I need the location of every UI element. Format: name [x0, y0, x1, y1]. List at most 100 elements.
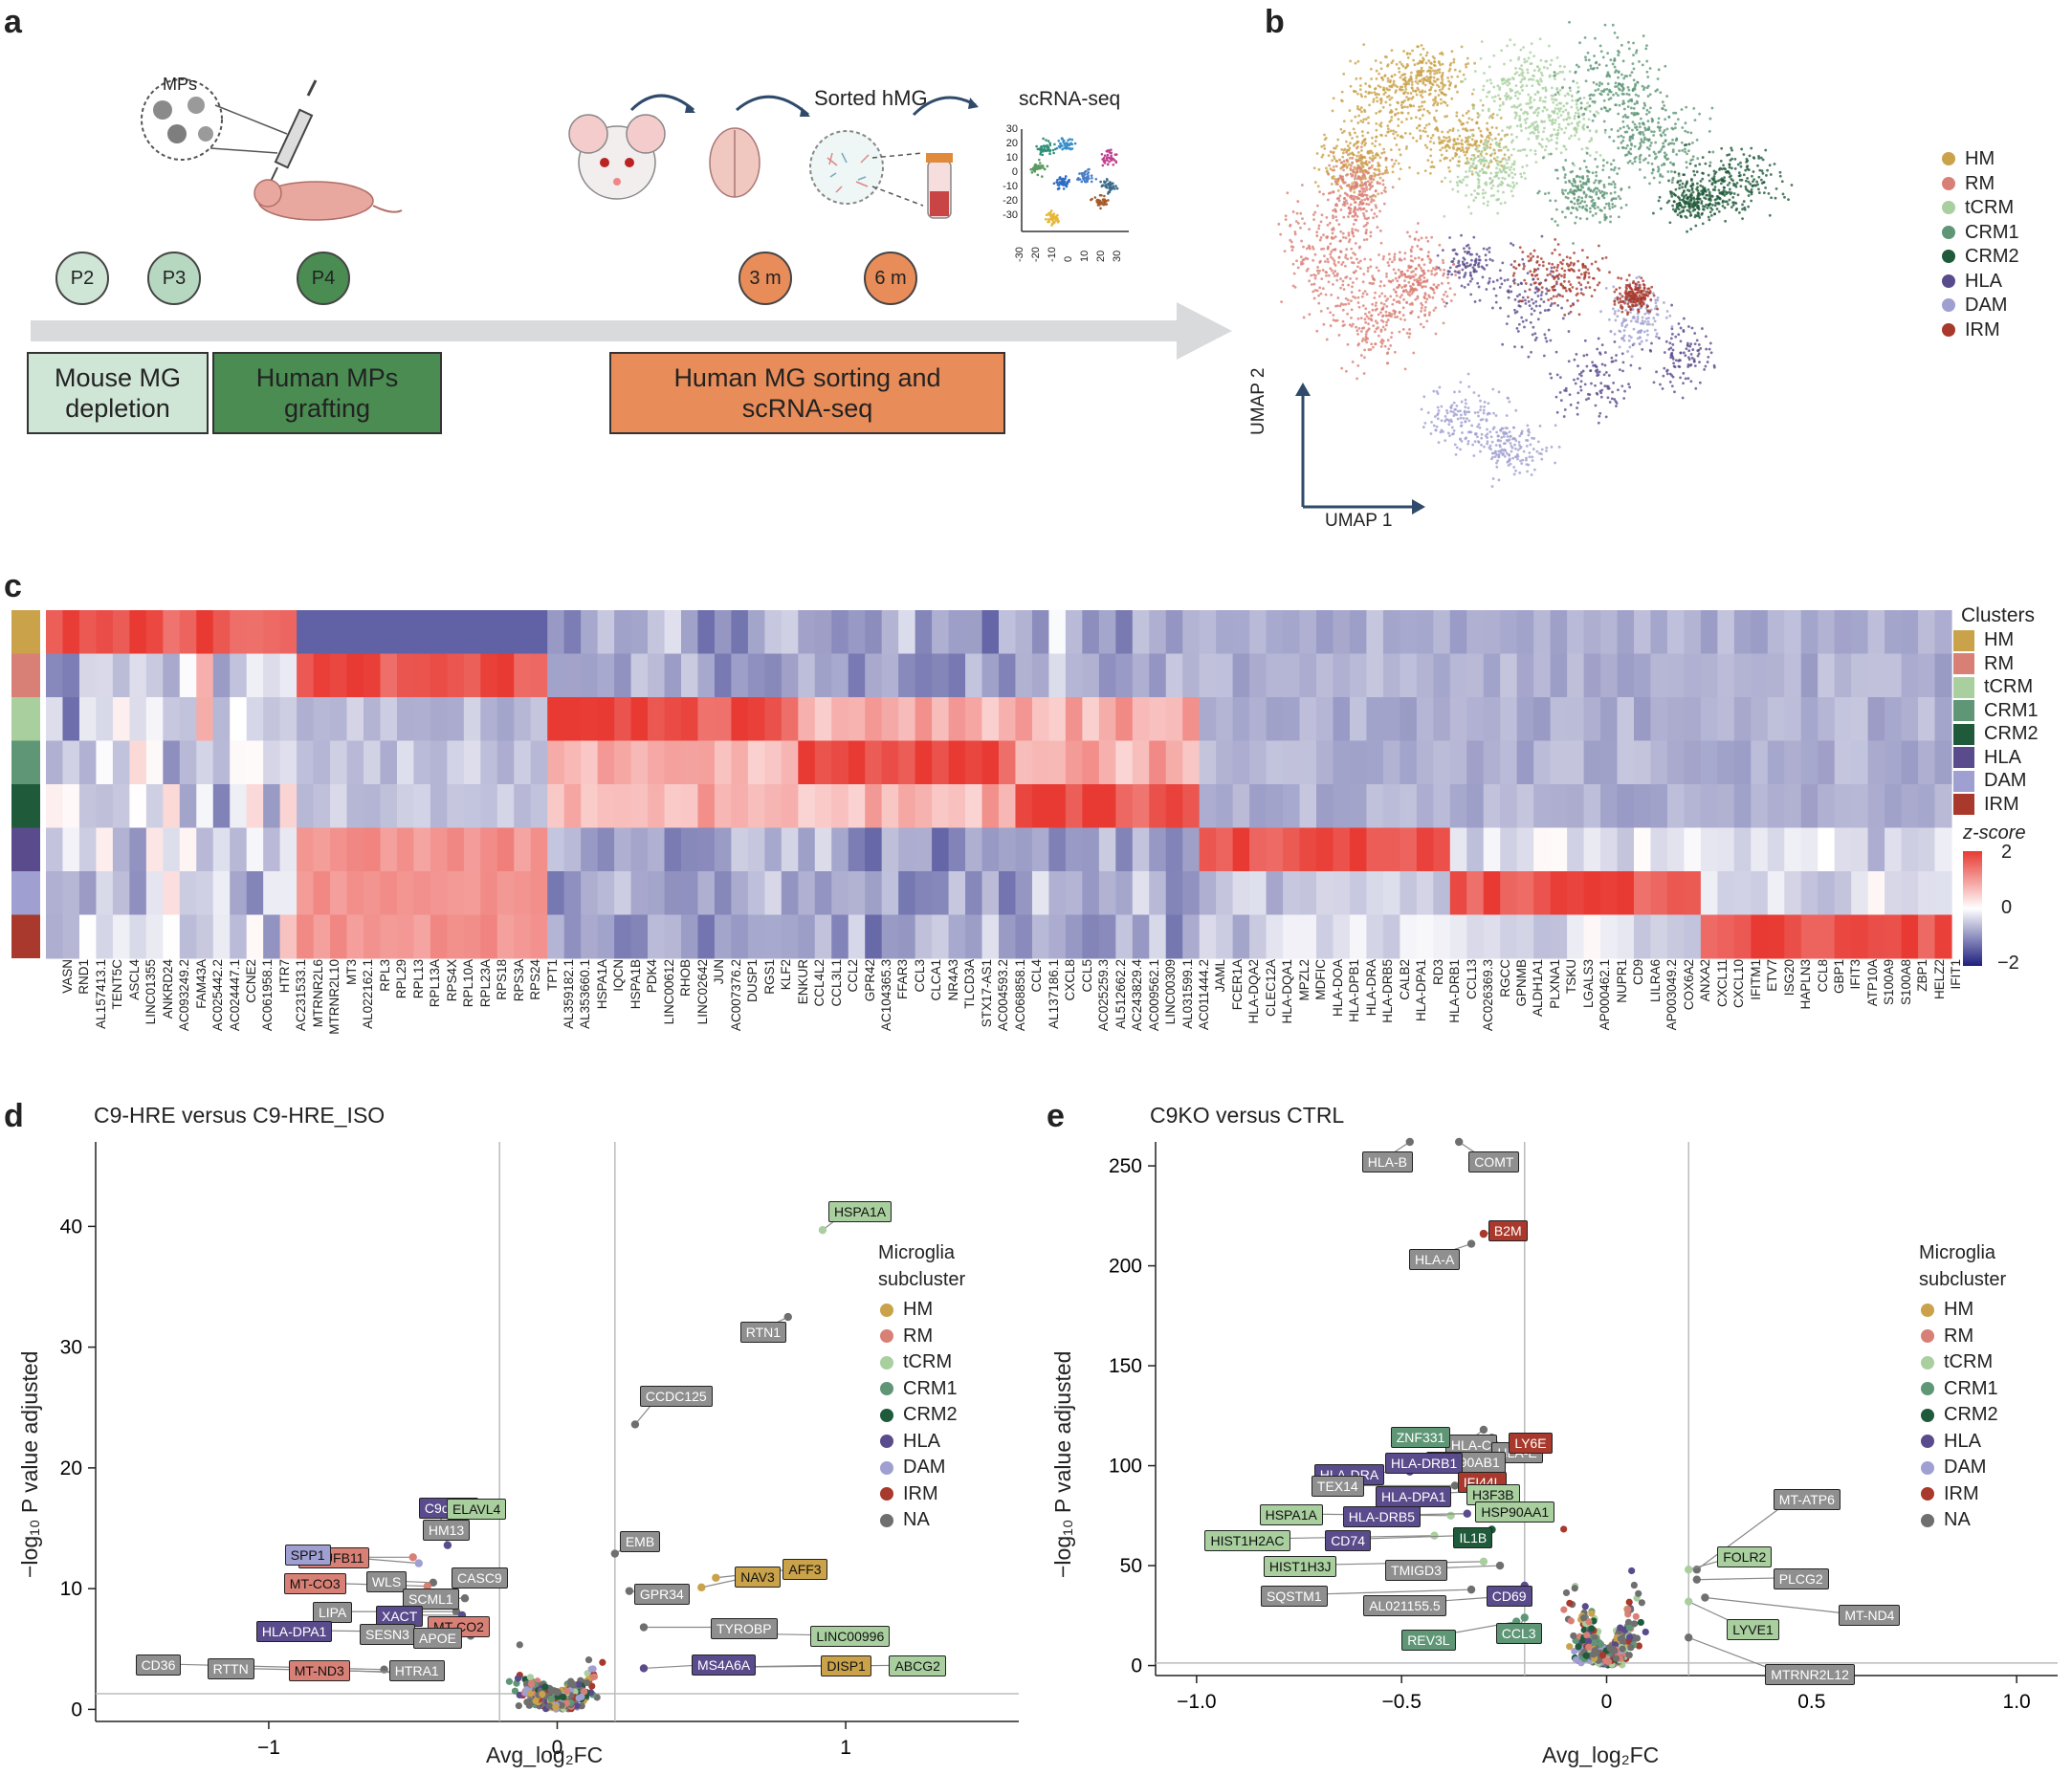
umap-point: [1639, 130, 1642, 134]
umap-point: [1752, 170, 1755, 173]
umap-point: [1542, 300, 1546, 304]
umap-point: [1604, 370, 1608, 374]
umap-point: [1451, 410, 1455, 414]
tsne-dot: [1069, 146, 1071, 150]
umap-point: [1628, 99, 1632, 102]
umap-point: [1573, 114, 1576, 118]
umap-point: [1588, 129, 1592, 133]
umap-point: [1698, 163, 1702, 166]
umap-point: [1325, 338, 1329, 341]
tsne-dot: [1101, 164, 1105, 167]
umap-point: [1745, 160, 1749, 164]
umap-point: [1475, 164, 1478, 167]
umap-point: [1365, 186, 1369, 188]
umap-point: [1626, 350, 1629, 353]
umap-point: [1616, 35, 1620, 39]
umap-point: [1739, 161, 1742, 164]
umap-point: [1670, 327, 1674, 331]
umap-point: [1364, 82, 1368, 85]
umap-point: [1412, 104, 1416, 108]
umap-point: [1505, 322, 1509, 326]
umap-point: [1492, 411, 1495, 415]
umap-point: [1399, 296, 1402, 299]
umap-point: [1502, 146, 1506, 149]
umap-point: [1759, 156, 1763, 160]
umap-point: [1393, 162, 1397, 165]
umap-point: [1467, 169, 1471, 173]
umap-point: [1756, 183, 1759, 186]
umap-point: [1406, 269, 1409, 273]
umap-point: [1603, 128, 1607, 132]
umap-point: [1458, 264, 1462, 267]
umap-point: [1420, 310, 1422, 313]
umap-point: [1674, 187, 1678, 191]
umap-point: [1401, 314, 1405, 317]
umap-point: [1325, 170, 1329, 173]
umap-point: [1466, 62, 1469, 65]
umap-point: [1583, 107, 1587, 111]
umap-point: [1620, 337, 1623, 340]
umap-point: [1498, 167, 1502, 171]
umap-point: [1738, 174, 1742, 177]
umap-point: [1319, 220, 1323, 224]
tsne-dot: [1099, 207, 1102, 210]
umap-point: [1600, 189, 1604, 193]
umap-point: [1427, 59, 1431, 62]
umap-point: [1571, 184, 1575, 187]
umap-point: [1436, 129, 1440, 133]
umap-point: [1508, 158, 1510, 162]
umap-point: [1377, 269, 1380, 273]
umap-point: [1586, 125, 1590, 129]
umap-point: [1671, 148, 1675, 152]
umap-point: [1315, 269, 1319, 273]
umap-point: [1351, 182, 1355, 186]
umap-point: [1631, 162, 1634, 165]
umap-point: [1619, 127, 1622, 130]
umap-point: [1580, 199, 1584, 203]
umap-point: [1497, 164, 1500, 166]
umap-point: [1333, 155, 1335, 159]
umap-point: [1370, 282, 1374, 285]
umap-point: [1503, 157, 1506, 160]
umap-point: [1617, 76, 1620, 79]
umap-point: [1534, 108, 1538, 112]
umap-point: [1424, 123, 1428, 127]
umap-point: [1503, 134, 1507, 138]
umap-point: [1498, 139, 1502, 142]
umap-point: [1303, 222, 1307, 225]
umap-point: [1601, 55, 1605, 59]
umap-point: [1698, 112, 1702, 116]
umap-point: [1459, 413, 1463, 417]
umap-point: [1473, 411, 1477, 414]
umap-cluster-crm2: [1652, 142, 1794, 233]
umap-point: [1371, 302, 1375, 306]
umap-point: [1506, 396, 1510, 400]
umap-point: [1425, 319, 1429, 323]
umap-point: [1490, 152, 1494, 156]
umap-point: [1432, 309, 1436, 312]
umap-point: [1348, 152, 1352, 156]
tsne-dot: [1048, 152, 1051, 156]
umap-point: [1460, 142, 1463, 145]
umap-point: [1356, 92, 1359, 96]
umap-point: [1477, 440, 1480, 444]
umap-point: [1422, 272, 1426, 275]
umap-point: [1514, 91, 1517, 95]
umap-point: [1667, 347, 1671, 351]
umap-point: [1544, 88, 1548, 92]
umap-point: [1402, 82, 1406, 86]
umap-point: [1608, 271, 1611, 274]
umap-point: [1507, 165, 1510, 169]
umap-point: [1452, 140, 1456, 143]
umap-point: [1422, 129, 1425, 133]
umap-point: [1365, 315, 1369, 318]
umap-point: [1472, 235, 1476, 239]
umap-point: [1361, 134, 1364, 138]
umap-point: [1689, 342, 1693, 346]
umap-point: [1628, 160, 1632, 163]
umap-point: [1575, 215, 1578, 219]
umap-point: [1623, 113, 1627, 117]
umap-point: [1595, 391, 1598, 395]
umap-point: [1491, 306, 1494, 310]
umap-point: [1441, 87, 1444, 91]
